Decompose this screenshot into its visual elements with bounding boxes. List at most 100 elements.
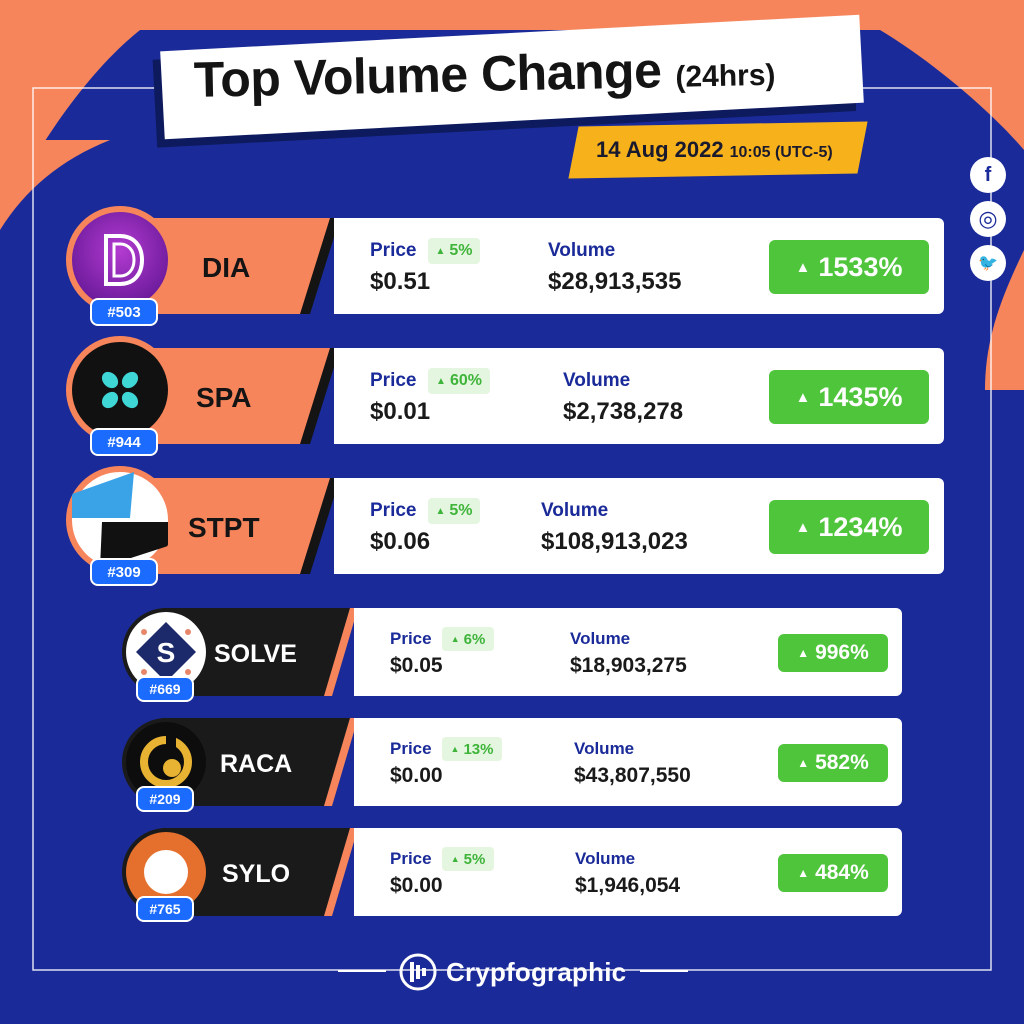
volume-change: 1533% — [818, 251, 903, 282]
coin-row-stpt: #309 STPT Price ▲ 5% $0.06 Volume $108,91… — [66, 466, 944, 586]
footer-divider-left — [338, 970, 386, 972]
price-label: Price — [390, 849, 432, 868]
up-arrow-icon: ▲ — [795, 258, 811, 276]
row-left-panel — [122, 348, 340, 444]
volume-label: Volume — [574, 739, 635, 758]
rank-badge: #669 — [136, 676, 194, 702]
price-label: Price — [390, 629, 432, 648]
volume-change: 484% — [815, 861, 869, 884]
price-change: 5% — [449, 502, 473, 519]
volume-value: $43,807,550 — [574, 764, 691, 787]
volume-change-badge: ▲ 996% — [778, 634, 888, 672]
up-arrow-icon: ▲ — [797, 646, 810, 660]
price-change-chip: ▲ 5% — [442, 847, 494, 871]
up-arrow-icon: ▲ — [435, 505, 446, 517]
date-day: 14 Aug 2022 — [596, 137, 724, 162]
price-change-chip: ▲ 60% — [428, 368, 490, 394]
volume-change-badge: ▲ 1234% — [769, 500, 929, 554]
row-left-panel — [122, 218, 340, 314]
up-arrow-icon: ▲ — [435, 245, 446, 257]
title: Top Volume Change (24hrs) — [193, 37, 854, 121]
price-label: Price — [370, 240, 417, 261]
up-arrow-icon: ▲ — [450, 634, 460, 644]
volume-label: Volume — [541, 500, 609, 521]
volume-change-badge: ▲ 1435% — [769, 370, 929, 424]
volume-value: $2,738,278 — [563, 398, 684, 425]
price-label: Price — [370, 370, 417, 391]
price-value: $0.51 — [370, 268, 431, 295]
svg-text:S: S — [157, 637, 176, 668]
price-label: Price — [390, 739, 432, 758]
price-change-chip: ▲ 6% — [442, 627, 494, 651]
up-arrow-icon: ▲ — [436, 375, 446, 387]
price-value: $0.00 — [390, 874, 443, 897]
coin-logo-stpt — [66, 466, 174, 574]
instagram-icon[interactable]: ◎ — [970, 201, 1006, 237]
volume-value: $28,913,535 — [548, 268, 682, 295]
volume-label: Volume — [563, 370, 631, 391]
rank-badge: #209 — [136, 786, 194, 812]
top-orange-shape — [0, 0, 1024, 220]
crypfographic-logo-icon — [399, 953, 437, 991]
price-value: $0.01 — [370, 398, 431, 425]
up-arrow-icon: ▲ — [795, 518, 811, 536]
volume-label: Volume — [575, 849, 636, 868]
volume-change: 1234% — [818, 511, 903, 542]
price-change-chip: ▲ 5% — [428, 238, 480, 264]
price-value: $0.00 — [390, 764, 443, 787]
row-left-panel — [162, 828, 358, 916]
volume-change: 996% — [815, 641, 869, 664]
price-value: $0.06 — [370, 528, 431, 555]
coin-row-raca: #209 RACA Price ▲ 13% $0.00 Volume $43,80… — [122, 718, 902, 812]
date: 14 Aug 2022 10:05 (UTC-5) — [596, 137, 858, 163]
volume-value: $18,903,275 — [570, 654, 687, 677]
coin-symbol: STPT — [188, 512, 260, 543]
stpt-logo-icon — [72, 472, 168, 568]
footer: Crypfographic — [0, 948, 1024, 996]
rank-badge: #503 — [90, 298, 158, 326]
coin-symbol: SPA — [196, 382, 252, 413]
up-arrow-icon: ▲ — [797, 866, 810, 880]
sylo-logo-icon — [126, 832, 206, 912]
price-change-chip: ▲ 5% — [428, 498, 480, 524]
brand: Crypfographic — [398, 952, 626, 992]
volume-label: Volume — [548, 240, 616, 261]
volume-value: $108,913,023 — [541, 528, 688, 555]
dia-logo-icon — [72, 212, 168, 308]
footer-divider-right — [640, 970, 688, 972]
coin-row-sylo: #765 SYLO Price ▲ 5% $0.00 Volume $1,946,… — [122, 828, 902, 922]
price-change: 60% — [449, 372, 482, 389]
raca-logo-icon — [126, 722, 206, 802]
up-arrow-icon: ▲ — [450, 744, 460, 754]
price-change: 5% — [449, 242, 473, 259]
volume-change: 1435% — [818, 381, 903, 412]
solve-logo-icon: S — [126, 612, 206, 692]
rank-badge: #765 — [136, 896, 194, 922]
brand-name: Crypfographic — [446, 956, 627, 987]
spa-logo-icon — [72, 342, 168, 438]
coin-logo-dia — [66, 206, 174, 314]
volume-change-badge: ▲ 484% — [778, 854, 888, 892]
volume-change-badge: ▲ 1533% — [769, 240, 929, 294]
volume-change: 582% — [815, 751, 869, 774]
coin-symbol: DIA — [202, 252, 251, 283]
up-arrow-icon: ▲ — [795, 388, 811, 406]
title-suffix: (24hrs) — [675, 58, 776, 94]
rank-badge: #944 — [90, 428, 158, 456]
price-change-chip: ▲ 13% — [442, 737, 502, 761]
row-left-panel — [162, 718, 358, 806]
coin-symbol: RACA — [220, 750, 293, 778]
up-arrow-icon: ▲ — [450, 854, 460, 864]
date-time: 10:05 (UTC-5) — [729, 144, 833, 161]
coin-symbol: SOLVE — [214, 640, 297, 668]
price-change: 5% — [463, 850, 486, 868]
facebook-icon[interactable]: f — [970, 157, 1006, 193]
twitter-icon[interactable]: 🐦 — [970, 245, 1006, 281]
volume-label: Volume — [570, 629, 631, 648]
rank-badge: #309 — [90, 558, 158, 586]
coin-row-solve: S #669 SOLVE Price ▲ 6% $0.05 Volume $18,… — [122, 608, 902, 702]
price-value: $0.05 — [390, 654, 443, 677]
price-change: 13% — [463, 740, 494, 758]
coin-row-dia: #503 DIA Price ▲ 5% $0.51 Volume $28,913,… — [66, 206, 944, 326]
